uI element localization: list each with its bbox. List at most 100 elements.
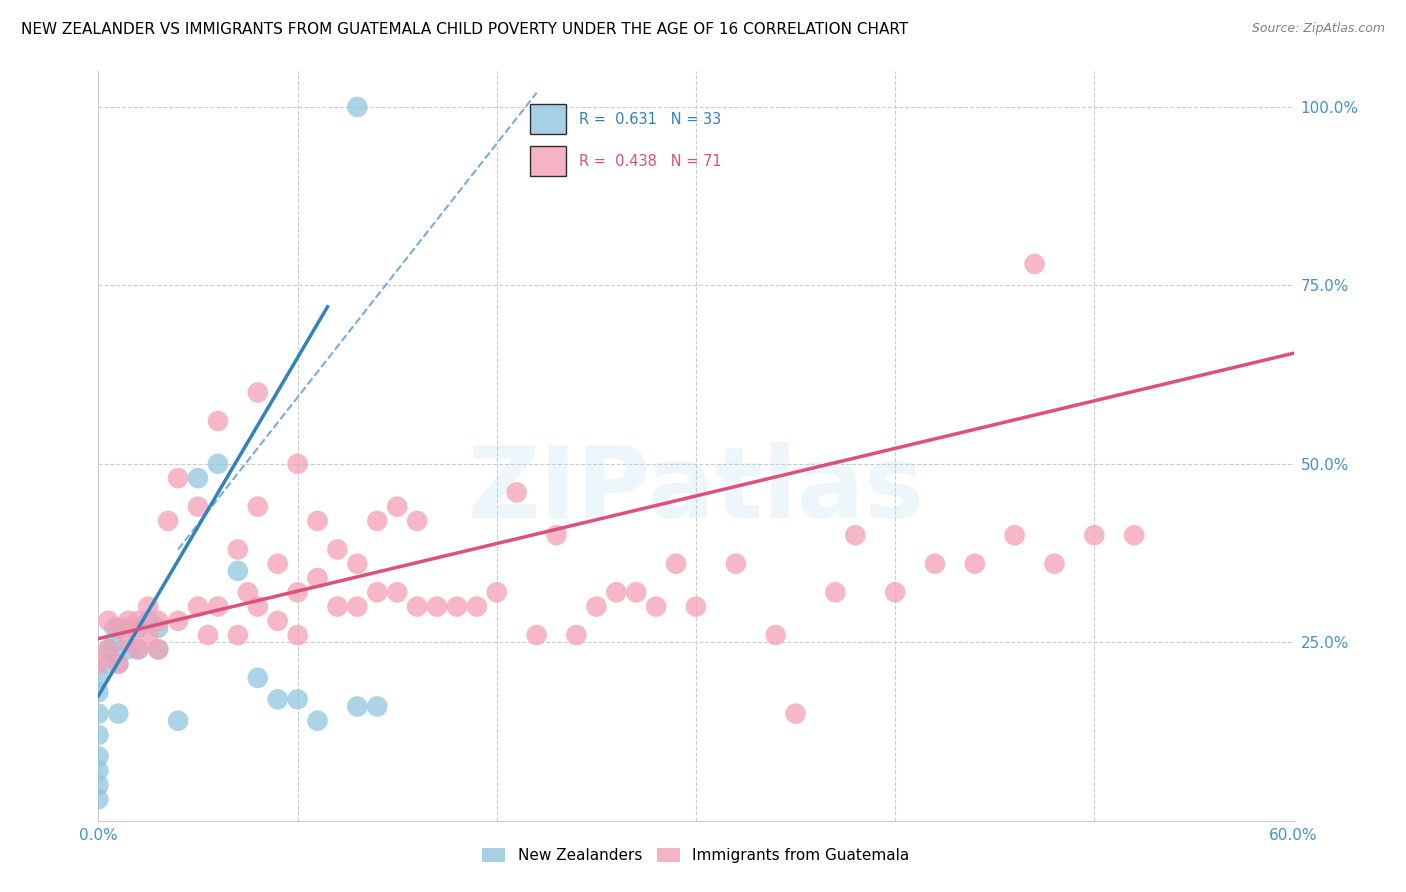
Text: ZIPatlas: ZIPatlas [468, 442, 924, 540]
Point [148, 642, 170, 657]
Point [117, 635, 139, 649]
Point [1004, 528, 1026, 542]
Point [665, 557, 688, 571]
Point [307, 714, 329, 728]
Point [385, 500, 409, 514]
Point [685, 599, 707, 614]
Point [884, 585, 907, 599]
Point [127, 614, 149, 628]
Point [226, 564, 249, 578]
Point [287, 628, 309, 642]
Text: NEW ZEALANDER VS IMMIGRANTS FROM GUATEMALA CHILD POVERTY UNDER THE AGE OF 16 COR: NEW ZEALANDER VS IMMIGRANTS FROM GUATEMA… [21, 22, 908, 37]
Point [1083, 528, 1105, 542]
Point [824, 585, 846, 599]
Point [963, 557, 986, 571]
Point [307, 571, 329, 585]
Point [107, 621, 129, 635]
Point [87, 792, 110, 806]
Point [246, 671, 269, 685]
Point [87, 749, 110, 764]
Point [103, 635, 125, 649]
Point [406, 599, 429, 614]
Point [287, 457, 309, 471]
Point [385, 585, 409, 599]
Point [1043, 557, 1066, 571]
Point [226, 628, 249, 642]
Point [207, 599, 229, 614]
Point [366, 585, 388, 599]
Point [87, 657, 110, 671]
Point [148, 621, 170, 635]
Point [724, 557, 747, 571]
Point [346, 599, 368, 614]
Point [765, 628, 787, 642]
Point [287, 585, 309, 599]
Point [187, 471, 209, 485]
Point [87, 764, 110, 778]
Point [465, 599, 488, 614]
Point [1123, 528, 1146, 542]
Point [785, 706, 807, 721]
Point [117, 621, 139, 635]
Point [187, 599, 209, 614]
Point [97, 614, 120, 628]
Point [157, 514, 180, 528]
Point [565, 628, 588, 642]
Point [426, 599, 449, 614]
Point [287, 692, 309, 706]
Point [197, 628, 219, 642]
Point [207, 457, 229, 471]
Point [1024, 257, 1046, 271]
Point [605, 585, 627, 599]
Point [267, 557, 290, 571]
Point [117, 614, 139, 628]
Point [546, 528, 568, 542]
Point [326, 599, 349, 614]
Point [97, 657, 120, 671]
Point [148, 642, 170, 657]
Point [97, 642, 120, 657]
Point [107, 657, 129, 671]
Point [485, 585, 508, 599]
Point [136, 628, 159, 642]
Point [267, 692, 290, 706]
Point [645, 599, 668, 614]
Point [127, 642, 149, 657]
Point [626, 585, 648, 599]
Point [87, 685, 110, 699]
Point [87, 778, 110, 792]
Point [366, 699, 388, 714]
Point [246, 385, 269, 400]
Point [148, 614, 170, 628]
Point [226, 542, 249, 557]
Point [844, 528, 866, 542]
Point [103, 621, 125, 635]
Point [127, 621, 149, 635]
Point [267, 614, 290, 628]
Point [107, 621, 129, 635]
Point [87, 728, 110, 742]
Point [346, 699, 368, 714]
Point [346, 557, 368, 571]
Point [307, 514, 329, 528]
Point [585, 599, 607, 614]
Point [366, 514, 388, 528]
Point [167, 614, 190, 628]
Point [97, 642, 120, 657]
Point [117, 642, 139, 657]
Point [167, 471, 190, 485]
Point [406, 514, 429, 528]
Point [107, 657, 129, 671]
Point [246, 599, 269, 614]
Point [127, 642, 149, 657]
Point [136, 614, 159, 628]
Point [87, 671, 110, 685]
Legend: New Zealanders, Immigrants from Guatemala: New Zealanders, Immigrants from Guatemal… [477, 842, 915, 869]
Point [167, 714, 190, 728]
Point [136, 599, 159, 614]
Point [236, 585, 259, 599]
Point [506, 485, 529, 500]
Point [246, 500, 269, 514]
Text: Source: ZipAtlas.com: Source: ZipAtlas.com [1251, 22, 1385, 36]
Point [346, 100, 368, 114]
